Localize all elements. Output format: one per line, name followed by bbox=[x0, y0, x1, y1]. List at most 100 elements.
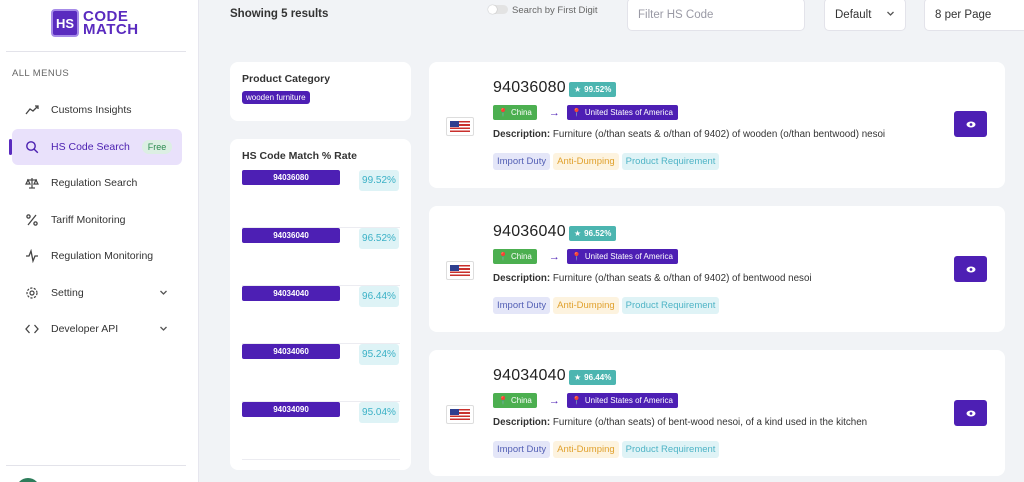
match-value: 96.52% bbox=[584, 229, 612, 238]
chevron-down-icon[interactable] bbox=[159, 324, 168, 335]
arrow-right-icon: → bbox=[548, 250, 560, 263]
rate-row[interactable]: 94034040 96.44% bbox=[242, 286, 400, 344]
search-icon bbox=[24, 139, 40, 155]
chip-anti-dumping[interactable]: Anti-Dumping bbox=[553, 441, 619, 458]
per-page-value: 8 per Page bbox=[935, 8, 992, 21]
chip-product-requirement[interactable]: Product Requirement bbox=[621, 153, 720, 170]
product-category-panel: Product Category wooden furniture bbox=[230, 62, 411, 121]
description-text: Furniture (o/than seats & o/than of 9402… bbox=[552, 273, 812, 284]
destination-label: United States of America bbox=[584, 108, 673, 117]
result-card: 94036080 ★ 99.52% 📍 China → 📍 United State… bbox=[429, 62, 1005, 188]
sidebar-item-label: Regulation Monitoring bbox=[51, 250, 154, 263]
sidebar-divider bbox=[6, 465, 186, 466]
sidebar-menu: Customs Insights HS Code Search Free Reg… bbox=[9, 92, 182, 348]
chip-product-requirement[interactable]: Product Requirement bbox=[621, 441, 720, 458]
per-page-select[interactable]: 8 per Page bbox=[924, 0, 1024, 31]
chevron-down-icon[interactable] bbox=[159, 288, 168, 299]
chip-import-duty[interactable]: Import Duty bbox=[493, 441, 551, 458]
first-digit-toggle[interactable] bbox=[488, 5, 508, 14]
rate-row[interactable]: 94036040 96.52% bbox=[242, 228, 400, 286]
match-badge: ★ 96.52% bbox=[569, 226, 617, 241]
origin-label: China bbox=[510, 252, 532, 261]
match-value: 96.44% bbox=[584, 373, 612, 382]
pin-icon: 📍 bbox=[498, 396, 508, 405]
pin-icon: 📍 bbox=[571, 108, 582, 117]
chip-list: Import Duty Anti-Dumping Product Require… bbox=[493, 297, 720, 314]
destination-label: United States of America bbox=[584, 396, 673, 405]
rate-code: 94034040 bbox=[242, 286, 340, 301]
chip-anti-dumping[interactable]: Anti-Dumping bbox=[553, 153, 619, 170]
chevron-down-icon bbox=[886, 9, 895, 21]
rate-row[interactable]: 94036080 99.52% bbox=[242, 170, 400, 228]
origin-country: 📍 China bbox=[493, 105, 537, 120]
rate-code: 94034060 bbox=[242, 344, 340, 359]
sort-select-value: Default bbox=[835, 8, 872, 21]
sidebar-item-regulation-search[interactable]: Regulation Search bbox=[12, 165, 182, 202]
rate-percent: 96.52% bbox=[359, 228, 399, 249]
chip-import-duty[interactable]: Import Duty bbox=[493, 153, 551, 170]
match-rate-panel: HS Code Match % Rate 94036080 99.52% 940… bbox=[230, 139, 411, 470]
description-text: Furniture (o/than seats) of bent-wood ne… bbox=[552, 417, 868, 428]
rate-code: 94036040 bbox=[242, 228, 340, 243]
sidebar-item-tariff-monitoring[interactable]: Tariff Monitoring bbox=[12, 202, 182, 239]
gear-icon bbox=[24, 285, 40, 301]
percent-icon bbox=[24, 212, 40, 228]
result-card: 94034040 ★ 96.44% 📍 China → 📍 United State… bbox=[429, 350, 1005, 476]
match-badge: ★ 96.44% bbox=[569, 370, 617, 385]
rate-row[interactable]: 94034060 95.24% bbox=[242, 344, 400, 402]
logo-line-2: MATCH bbox=[83, 21, 139, 38]
origin-label: China bbox=[510, 108, 532, 117]
description: Description: Furniture (o/than seats & o… bbox=[493, 273, 812, 284]
sidebar-item-setting[interactable]: Setting bbox=[12, 275, 182, 312]
eye-icon bbox=[966, 260, 976, 278]
rate-code: 94034090 bbox=[242, 402, 340, 417]
logo[interactable]: HS CODE MATCH bbox=[51, 9, 139, 37]
view-button[interactable] bbox=[954, 256, 987, 282]
rate-row[interactable]: 94034090 95.04% bbox=[242, 402, 400, 460]
sidebar-item-label: HS Code Search bbox=[51, 140, 130, 153]
origin-label: China bbox=[510, 396, 532, 405]
filter-hs-code-input[interactable] bbox=[627, 0, 805, 31]
origin-country: 📍 China bbox=[493, 393, 537, 408]
sort-select[interactable]: Default bbox=[824, 0, 906, 31]
hs-code: 94036040 bbox=[493, 223, 566, 240]
pin-icon: 📍 bbox=[498, 252, 508, 261]
chip-product-requirement[interactable]: Product Requirement bbox=[621, 297, 720, 314]
panel-title: Product Category bbox=[242, 73, 331, 85]
description-text: Furniture (o/than seats & o/than of 9402… bbox=[552, 129, 886, 140]
pin-icon: 📍 bbox=[571, 252, 582, 261]
sidebar-item-hs-code-search[interactable]: HS Code Search Free bbox=[9, 128, 182, 165]
pulse-icon bbox=[24, 248, 40, 264]
us-flag-icon bbox=[446, 117, 474, 136]
chip-anti-dumping[interactable]: Anti-Dumping bbox=[553, 297, 619, 314]
description-label: Description: bbox=[493, 129, 551, 140]
rate-percent: 96.44% bbox=[359, 286, 399, 307]
description: Description: Furniture (o/than seats) of… bbox=[493, 417, 867, 428]
view-button[interactable] bbox=[954, 400, 987, 426]
menu-heading: ALL MENUS bbox=[12, 68, 70, 79]
destination-label: United States of America bbox=[584, 252, 673, 261]
eye-icon bbox=[966, 115, 976, 133]
rate-percent: 95.24% bbox=[359, 344, 399, 365]
code-icon bbox=[24, 321, 40, 337]
description: Description: Furniture (o/than seats & o… bbox=[493, 129, 885, 140]
star-icon: ★ bbox=[574, 229, 582, 238]
view-button[interactable] bbox=[954, 111, 987, 137]
sidebar-item-developer-api[interactable]: Developer API bbox=[12, 311, 182, 348]
destination-country: 📍 United States of America bbox=[566, 393, 678, 408]
chip-import-duty[interactable]: Import Duty bbox=[493, 297, 551, 314]
hs-code: 94034040 bbox=[493, 367, 566, 384]
hs-code: 94036080 bbox=[493, 79, 566, 96]
results-count: Showing 5 results bbox=[230, 8, 329, 20]
logo-line-1: CODE bbox=[83, 8, 129, 25]
avatar[interactable] bbox=[16, 478, 40, 482]
sidebar-item-regulation-monitoring[interactable]: Regulation Monitoring bbox=[12, 238, 182, 275]
match-badge: ★ 99.52% bbox=[569, 82, 617, 97]
destination-country: 📍 United States of America bbox=[566, 105, 678, 120]
destination-country: 📍 United States of America bbox=[566, 249, 678, 264]
description-label: Description: bbox=[493, 273, 551, 284]
match-value: 99.52% bbox=[584, 85, 612, 94]
sidebar-item-customs-insights[interactable]: Customs Insights bbox=[12, 92, 182, 129]
category-tag[interactable]: wooden furniture bbox=[242, 91, 310, 104]
rate-percent: 99.52% bbox=[359, 170, 399, 191]
